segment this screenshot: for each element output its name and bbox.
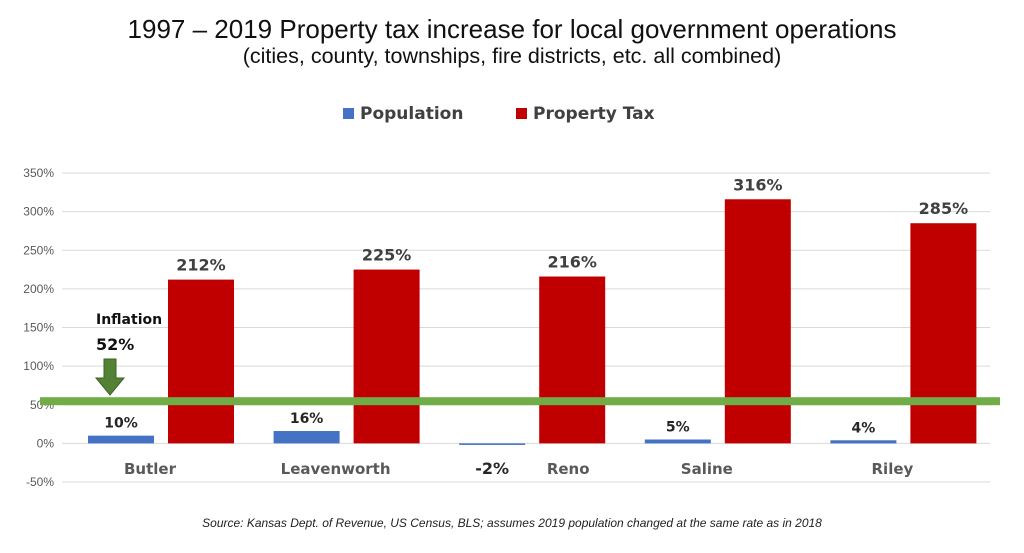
y-tick-label: -50%	[26, 475, 54, 489]
y-tick-label: 100%	[23, 359, 54, 373]
bar-population	[273, 431, 340, 444]
y-tick-label: 0%	[37, 436, 55, 450]
x-category-label: Leavenworth	[281, 460, 391, 478]
bar-property-tax	[910, 223, 977, 444]
inflation-arrow-icon	[94, 358, 126, 396]
x-category-label: Riley	[872, 460, 914, 478]
inflation-value-label: 52%	[96, 335, 134, 354]
data-label-population: 10%	[104, 416, 138, 432]
bar-population	[644, 439, 711, 444]
y-tick-label: 200%	[23, 282, 54, 296]
legend-label-population: Population	[360, 104, 464, 124]
y-tick-label: 250%	[23, 243, 54, 257]
chart-subtitle: (cities, county, townships, fire distric…	[242, 44, 782, 68]
data-label-property-tax: 212%	[176, 256, 225, 275]
inflation-label: Inflation	[96, 312, 162, 328]
bar-property-tax	[724, 199, 791, 444]
data-label-property-tax: 216%	[547, 253, 596, 272]
chart-title: 1997 – 2019 Property tax increase for lo…	[127, 14, 897, 44]
bar-property-tax	[353, 269, 420, 444]
legend-label-property-tax: Property Tax	[533, 104, 655, 124]
bar-property-tax	[168, 279, 234, 444]
data-label-population: 5%	[666, 420, 690, 436]
legend-item-population: Population	[343, 104, 463, 124]
x-category-label: Butler	[124, 460, 177, 478]
legend-swatch-property-tax	[516, 108, 527, 119]
y-tick-label: 150%	[23, 321, 54, 335]
data-label-population: -2%	[475, 459, 509, 478]
inflation-line	[40, 397, 1000, 406]
x-category-label: Reno	[547, 460, 590, 478]
source-note: Source: Kansas Dept. of Revenue, US Cens…	[202, 516, 822, 530]
bar-property-tax	[539, 276, 606, 444]
y-tick-label: 350%	[23, 166, 54, 180]
data-label-property-tax: 225%	[362, 246, 411, 265]
data-label-property-tax: 316%	[733, 175, 782, 194]
bar-population	[459, 443, 526, 445]
bar-population	[88, 435, 154, 444]
data-label-population: 4%	[852, 420, 876, 436]
y-tick-label: 300%	[23, 205, 54, 219]
legend-swatch-population	[343, 108, 354, 119]
legend-item-property-tax: Property Tax	[516, 104, 655, 124]
bar-population	[830, 440, 897, 444]
data-label-property-tax: 285%	[919, 199, 968, 218]
data-label-population: 16%	[290, 411, 324, 427]
x-category-label: Saline	[681, 460, 733, 478]
legend: Population Property Tax	[0, 104, 1024, 126]
